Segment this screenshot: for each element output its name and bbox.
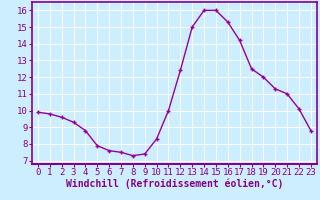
X-axis label: Windchill (Refroidissement éolien,°C): Windchill (Refroidissement éolien,°C) xyxy=(66,179,283,189)
